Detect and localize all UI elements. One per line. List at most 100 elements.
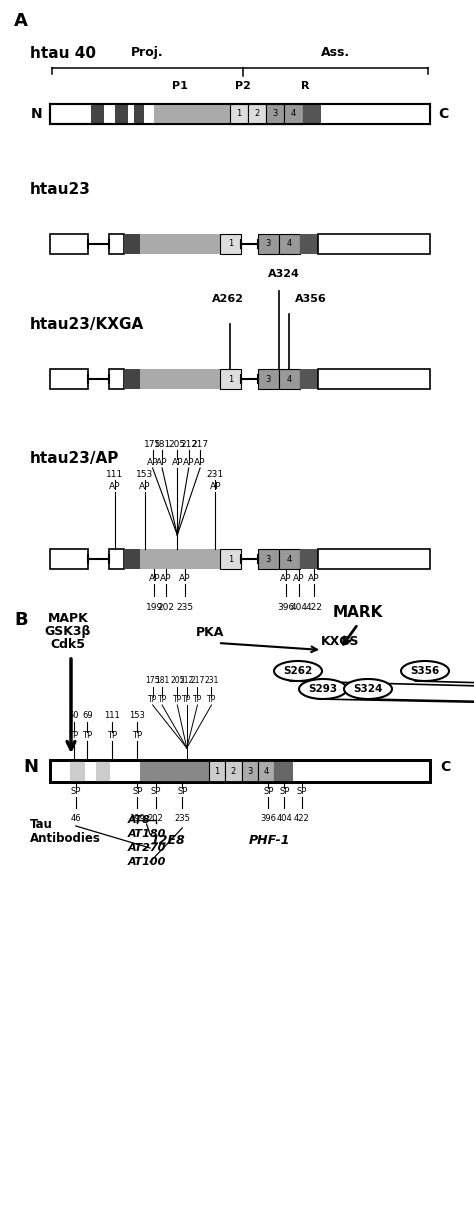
- Ellipse shape: [299, 679, 347, 698]
- Bar: [50, 104, 430, 124]
- Text: S356: S356: [410, 666, 439, 677]
- Text: 205: 205: [170, 677, 184, 685]
- Text: B: B: [14, 611, 27, 629]
- Bar: [128, 104, 134, 124]
- Text: 1: 1: [228, 239, 233, 249]
- Text: C: C: [440, 759, 450, 774]
- Text: SP: SP: [264, 787, 273, 796]
- Bar: [140, 549, 220, 569]
- Bar: [140, 759, 209, 783]
- Bar: [300, 234, 318, 254]
- Text: SP: SP: [150, 787, 161, 796]
- Text: 3: 3: [247, 767, 252, 775]
- Bar: [279, 234, 300, 254]
- Bar: [91, 104, 104, 124]
- Text: 396: 396: [277, 603, 294, 612]
- Text: 4: 4: [264, 767, 269, 775]
- Text: 199: 199: [146, 603, 163, 612]
- Text: AP: AP: [149, 574, 160, 583]
- Text: SP: SP: [177, 787, 187, 796]
- Text: N: N: [30, 107, 42, 121]
- Text: AT270: AT270: [128, 844, 166, 853]
- Ellipse shape: [401, 661, 449, 681]
- Text: 202: 202: [157, 603, 174, 612]
- Text: AP: AP: [210, 482, 221, 491]
- Text: htau23/KXGA: htau23/KXGA: [30, 317, 144, 332]
- Text: MAPK: MAPK: [47, 612, 88, 625]
- Text: TP: TP: [157, 695, 167, 705]
- Text: 69: 69: [82, 711, 92, 720]
- Text: 3: 3: [265, 239, 271, 249]
- Text: 3: 3: [273, 110, 278, 118]
- Text: TP: TP: [193, 695, 202, 705]
- Bar: [220, 549, 241, 569]
- Text: AP: AP: [160, 574, 172, 583]
- Text: 404: 404: [291, 603, 308, 612]
- Text: 175: 175: [144, 440, 161, 449]
- Bar: [154, 104, 192, 124]
- Text: TP: TP: [82, 731, 92, 740]
- Text: TP: TP: [107, 731, 117, 740]
- Bar: [50, 759, 430, 783]
- Text: AP: AP: [109, 482, 120, 491]
- Text: TP: TP: [182, 695, 191, 705]
- Text: htau23: htau23: [30, 182, 91, 196]
- Text: AP: AP: [172, 458, 183, 467]
- Bar: [110, 104, 115, 124]
- Text: 12E8: 12E8: [150, 834, 185, 847]
- Bar: [318, 369, 430, 389]
- Text: AP: AP: [194, 458, 206, 467]
- Bar: [124, 549, 140, 569]
- Text: 396: 396: [261, 814, 276, 823]
- Bar: [140, 234, 220, 254]
- Text: GSK3β: GSK3β: [45, 625, 91, 638]
- Bar: [303, 104, 321, 124]
- Bar: [258, 549, 279, 569]
- Text: 422: 422: [306, 603, 322, 612]
- Bar: [225, 759, 242, 783]
- Text: Proj.: Proj.: [131, 46, 164, 59]
- Text: 111: 111: [106, 471, 123, 479]
- Text: S293: S293: [309, 684, 337, 694]
- Bar: [50, 369, 88, 389]
- Text: TP: TP: [173, 695, 182, 705]
- Bar: [50, 759, 430, 783]
- Bar: [279, 549, 300, 569]
- Text: 231: 231: [207, 471, 224, 479]
- Text: 4: 4: [287, 239, 292, 249]
- Bar: [96, 759, 110, 783]
- Text: AP: AP: [179, 574, 191, 583]
- Text: 153: 153: [137, 471, 154, 479]
- Text: P1: P1: [172, 80, 188, 91]
- Text: htau23/AP: htau23/AP: [30, 451, 119, 467]
- Bar: [258, 759, 274, 783]
- Bar: [140, 369, 220, 389]
- Text: TP: TP: [69, 731, 79, 740]
- Text: 199: 199: [129, 814, 145, 823]
- Text: SP: SP: [297, 787, 307, 796]
- Bar: [242, 759, 258, 783]
- Bar: [50, 234, 88, 254]
- Text: A356: A356: [295, 294, 327, 304]
- Bar: [70, 759, 84, 783]
- Text: N: N: [23, 758, 38, 777]
- Text: 202: 202: [148, 814, 164, 823]
- Bar: [109, 549, 124, 569]
- Text: 2: 2: [231, 767, 236, 775]
- Text: AP: AP: [139, 482, 151, 491]
- Text: htau 40: htau 40: [30, 46, 96, 61]
- Bar: [144, 104, 154, 124]
- Ellipse shape: [274, 661, 322, 681]
- Bar: [248, 104, 266, 124]
- Text: 422: 422: [294, 814, 310, 823]
- Text: 111: 111: [104, 711, 120, 720]
- Bar: [258, 369, 279, 389]
- Bar: [266, 104, 284, 124]
- Text: 4: 4: [287, 555, 292, 563]
- Text: AT8: AT8: [128, 816, 151, 825]
- Text: AT100: AT100: [128, 857, 166, 867]
- Bar: [115, 104, 128, 124]
- Bar: [124, 369, 140, 389]
- Bar: [192, 104, 230, 124]
- Text: AT180: AT180: [128, 829, 166, 839]
